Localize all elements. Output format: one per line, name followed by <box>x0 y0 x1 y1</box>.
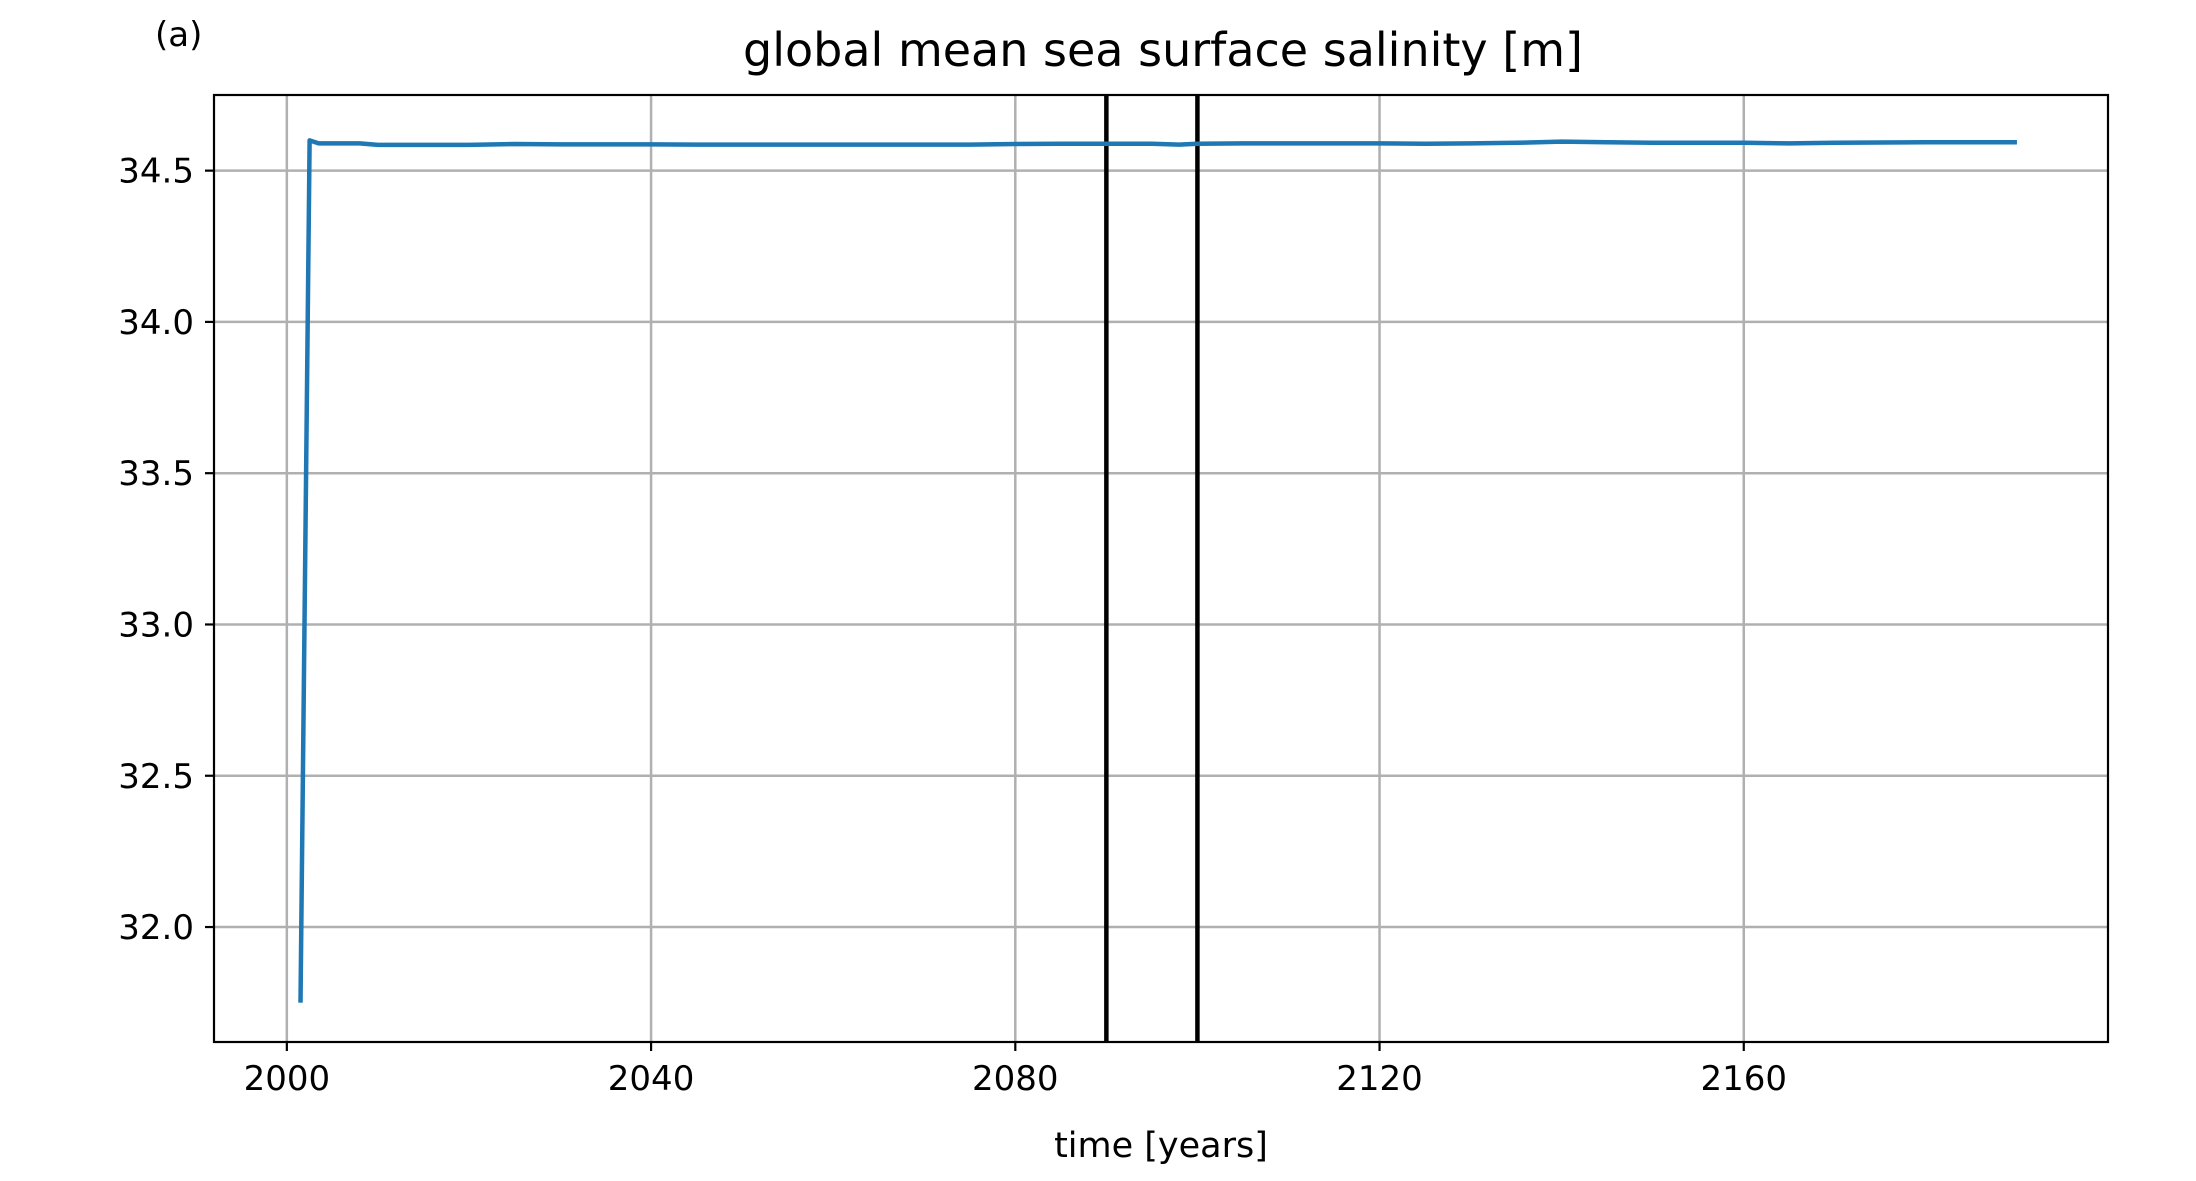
salinity-series-line <box>298 138 2017 1003</box>
y-tick-label: 32.5 <box>118 757 194 797</box>
x-tick-label: 2040 <box>608 1059 695 1099</box>
x-tick-label: 2160 <box>1701 1059 1788 1099</box>
data-series <box>298 138 2017 1003</box>
y-tick-label: 32.0 <box>118 908 194 948</box>
y-tick-label: 33.5 <box>118 454 194 494</box>
x-axis-label: time [years] <box>1054 1126 1268 1166</box>
panel-label: (a) <box>155 15 202 55</box>
y-tick-label: 34.0 <box>118 303 194 343</box>
grid-lines <box>214 95 2108 1042</box>
x-tick-label: 2080 <box>972 1059 1059 1099</box>
axes-frame <box>212 93 2110 1044</box>
axis-ticks: 2000 2040 2080 2120 2160 32.0 32.5 33.0 33.5 34.0… <box>118 152 1787 1099</box>
y-tick-label: 34.5 <box>118 152 194 192</box>
x-tick-label: 2000 <box>244 1059 331 1099</box>
x-tick-label: 2120 <box>1336 1059 1423 1099</box>
y-tick-label: 33.0 <box>118 605 194 645</box>
reference-vertical-lines <box>1104 95 1200 1042</box>
chart-title: global mean sea surface salinity [m] <box>743 23 1583 77</box>
